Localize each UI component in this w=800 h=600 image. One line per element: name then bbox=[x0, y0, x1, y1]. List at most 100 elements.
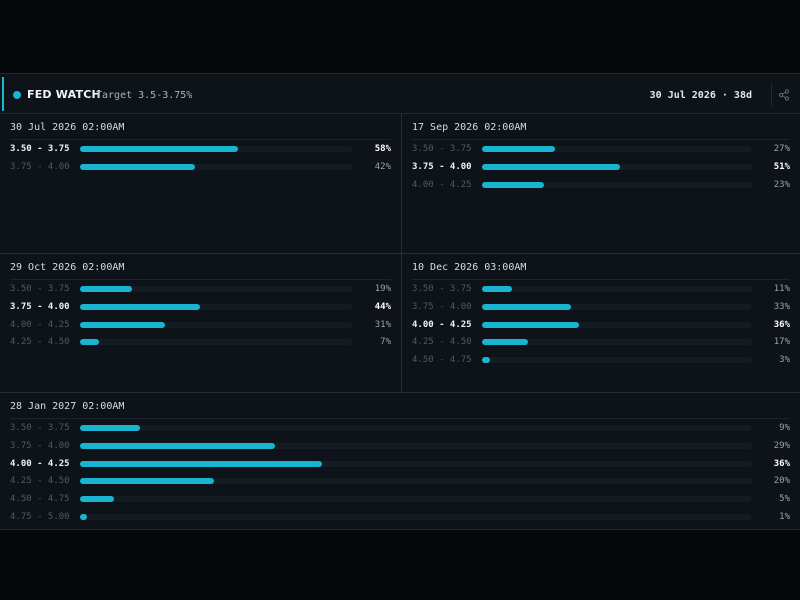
panel-rule bbox=[412, 139, 790, 140]
probability-percent: 19% bbox=[374, 284, 391, 294]
rate-range-label: 4.75 - 5.00 bbox=[10, 512, 70, 522]
probability-bar-fill bbox=[80, 425, 141, 431]
rate-range-label: 3.75 - 4.00 bbox=[412, 301, 472, 312]
probability-percent: 58% bbox=[374, 144, 391, 154]
meeting-panel: 30 Jul 2026 02:00AM 3.50 - 3.75 58% 3.75 - … bbox=[0, 114, 401, 253]
rate-range-label: 3.75 - 4.00 bbox=[10, 161, 70, 172]
probability-percent: 33% bbox=[773, 301, 790, 312]
share-icon bbox=[778, 89, 789, 101]
probability-row: 4.25 - 4.50 20% bbox=[10, 473, 790, 489]
panel-divider-horizontal-2 bbox=[0, 392, 800, 393]
rate-range-label: 3.50 - 3.75 bbox=[412, 284, 472, 294]
meeting-panel: 10 Dec 2026 03:00AM 3.50 - 3.75 11% 3.75 - … bbox=[402, 254, 800, 392]
probability-percent: 7% bbox=[380, 337, 391, 348]
probability-row: 3.75 - 4.00 42% bbox=[10, 159, 391, 175]
probability-bar-track bbox=[482, 286, 752, 292]
probability-percent: 5% bbox=[779, 494, 790, 505]
probability-row: 4.00 - 4.25 36% bbox=[10, 456, 790, 472]
probability-bar-fill bbox=[482, 163, 620, 170]
rate-range-label: 4.00 - 4.25 bbox=[10, 458, 70, 469]
probability-percent: 1% bbox=[779, 512, 790, 522]
probability-percent: 9% bbox=[779, 423, 790, 433]
probability-percent: 29% bbox=[773, 440, 790, 451]
probability-bar-fill bbox=[482, 303, 572, 310]
probability-bar-fill bbox=[482, 146, 555, 152]
live-indicator-dot-icon bbox=[13, 91, 21, 99]
probability-row: 4.00 - 4.25 23% bbox=[412, 177, 790, 193]
probability-percent: 27% bbox=[773, 144, 790, 154]
probability-row: 4.50 - 4.75 5% bbox=[10, 491, 790, 507]
probability-bar-fill bbox=[482, 286, 512, 292]
probability-percent: 23% bbox=[773, 179, 790, 190]
probability-bar-track bbox=[482, 181, 752, 188]
rate-range-label: 4.25 - 4.50 bbox=[10, 476, 70, 487]
rate-range-label: 3.75 - 4.00 bbox=[412, 161, 472, 172]
probability-bar-fill bbox=[482, 321, 580, 328]
probability-row: 3.75 - 4.00 29% bbox=[10, 438, 790, 454]
probability-row: 4.75 - 5.00 1% bbox=[10, 509, 790, 525]
probability-row: 4.00 - 4.25 31% bbox=[10, 317, 391, 333]
probability-row: 3.50 - 3.75 9% bbox=[10, 420, 790, 436]
probability-bar-track bbox=[482, 357, 752, 364]
probability-bar-fill bbox=[482, 181, 545, 188]
probability-row: 3.50 - 3.75 19% bbox=[10, 281, 391, 297]
probability-bar-track bbox=[482, 321, 752, 328]
panel-rule bbox=[10, 139, 391, 140]
probability-bar-fill bbox=[80, 163, 195, 170]
probability-bar-track bbox=[482, 303, 752, 310]
probability-percent: 51% bbox=[773, 161, 790, 172]
probability-row: 3.50 - 3.75 11% bbox=[412, 281, 790, 297]
meeting-panel: 29 Oct 2026 02:00AM 3.50 - 3.75 19% 3.75 - … bbox=[0, 254, 401, 392]
probability-bar-track bbox=[80, 442, 752, 449]
probability-bar-track bbox=[80, 478, 752, 485]
rate-range-label: 4.50 - 4.75 bbox=[412, 355, 472, 366]
probability-bar-fill bbox=[80, 286, 132, 292]
probability-bar-track bbox=[80, 146, 353, 152]
rate-range-label: 4.00 - 4.25 bbox=[412, 179, 472, 190]
probability-row: 4.00 - 4.25 36% bbox=[412, 317, 790, 333]
meeting-date: 10 Dec 2026 03:00AM bbox=[412, 262, 527, 273]
rate-range-label: 4.25 - 4.50 bbox=[412, 337, 472, 348]
probability-bar-track bbox=[80, 514, 752, 520]
probability-row: 3.75 - 4.00 51% bbox=[412, 159, 790, 175]
share-button[interactable] bbox=[771, 83, 795, 107]
target-rate: Target 3.5-3.75% bbox=[96, 90, 193, 101]
probability-bar-fill bbox=[80, 460, 322, 467]
probability-percent: 17% bbox=[773, 337, 790, 348]
rate-range-label: 4.25 - 4.50 bbox=[10, 337, 70, 348]
rate-range-label: 3.50 - 3.75 bbox=[10, 284, 70, 294]
probability-bar-fill bbox=[80, 514, 87, 520]
rate-range-label: 3.50 - 3.75 bbox=[412, 144, 472, 154]
probability-row: 3.75 - 4.00 44% bbox=[10, 299, 391, 315]
widget-title: FED WATCH bbox=[27, 88, 101, 101]
probability-bar-track bbox=[80, 163, 353, 170]
probability-bar-track bbox=[80, 321, 353, 328]
fed-watch-widget: FED WATCH Target 3.5-3.75% 30 Jul 2026 ·… bbox=[0, 73, 800, 530]
meeting-date: 29 Oct 2026 02:00AM bbox=[10, 262, 125, 273]
header-accent-bar bbox=[2, 77, 4, 111]
panel-divider-horizontal-1 bbox=[0, 253, 800, 254]
rate-range-label: 3.75 - 4.00 bbox=[10, 440, 70, 451]
probability-bar-fill bbox=[80, 321, 165, 328]
probability-bar-track bbox=[80, 460, 752, 467]
rate-range-label: 4.00 - 4.25 bbox=[10, 319, 70, 330]
probability-bar-fill bbox=[80, 496, 114, 503]
meeting-date: 28 Jan 2027 02:00AM bbox=[10, 401, 125, 412]
probability-bar-fill bbox=[482, 339, 528, 346]
probability-percent: 42% bbox=[374, 161, 391, 172]
probability-bar-fill bbox=[80, 146, 239, 152]
probability-bar-track bbox=[80, 286, 353, 292]
probability-percent: 3% bbox=[779, 355, 790, 366]
panel-rule bbox=[412, 279, 790, 280]
probability-bar-track bbox=[482, 339, 752, 346]
widget-header: FED WATCH Target 3.5-3.75% 30 Jul 2026 ·… bbox=[0, 74, 800, 114]
probability-percent: 36% bbox=[773, 458, 790, 469]
probability-row: 3.50 - 3.75 27% bbox=[412, 141, 790, 157]
meeting-date: 17 Sep 2026 02:00AM bbox=[412, 122, 527, 133]
probability-bar-track bbox=[80, 303, 353, 310]
probability-row: 4.50 - 4.75 3% bbox=[412, 352, 790, 368]
probability-bar-track bbox=[80, 496, 752, 503]
probability-row: 4.25 - 4.50 17% bbox=[412, 334, 790, 350]
probability-bar-fill bbox=[80, 442, 275, 449]
probability-percent: 20% bbox=[773, 476, 790, 487]
